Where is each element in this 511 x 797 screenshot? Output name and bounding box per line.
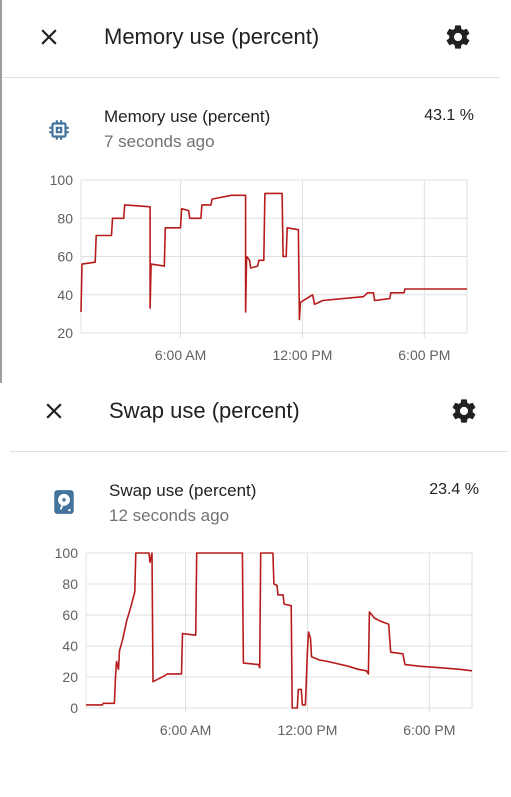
close-icon[interactable] (41, 398, 67, 424)
entity-state: 43.1 % (424, 107, 474, 124)
dialog-title: Swap use (percent) (109, 398, 300, 423)
y-tick-label: 40 (57, 287, 73, 303)
y-tick-label: 0 (70, 700, 78, 716)
swap-use-dialog: Swap use (percent) Swap use (percent) 12… (0, 383, 511, 797)
dialog-header: Memory use (percent) (2, 0, 502, 76)
y-tick-label: 80 (57, 210, 73, 226)
x-tick-label: 6:00 PM (398, 347, 450, 363)
swap-history-chart[interactable]: 100 80 60 40 20 0 6:00 AM 12:00 PM 6:00 PM (0, 540, 511, 745)
x-tick-label: 12:00 PM (277, 722, 337, 738)
memory-use-dialog: Memory use (percent) Memory use (percent… (0, 0, 502, 415)
last-changed: 12 seconds ago (109, 506, 230, 525)
entity-state: 23.4 % (429, 481, 479, 498)
y-tick-label: 60 (62, 607, 78, 623)
y-tick-label: 60 (57, 249, 73, 265)
header-divider (2, 77, 500, 78)
y-tick-label: 80 (62, 576, 78, 592)
y-tick-label: 20 (62, 669, 78, 685)
entity-name[interactable]: Swap use (percent) (109, 481, 257, 500)
x-tick-label: 6:00 AM (155, 347, 206, 363)
y-tick-label: 20 (57, 325, 73, 341)
x-tick-label: 12:00 PM (272, 347, 332, 363)
harddisk-icon (54, 490, 74, 514)
memory-history-chart[interactable]: 100 80 60 40 20 6:00 AM 12:00 PM 6:00 PM (2, 166, 502, 370)
dialog-title: Memory use (percent) (104, 24, 320, 49)
dialog-header: Swap use (percent) (0, 383, 511, 459)
close-icon[interactable] (36, 24, 62, 50)
header-divider (10, 451, 507, 452)
gear-icon[interactable] (450, 397, 478, 425)
last-changed: 7 seconds ago (104, 132, 215, 151)
y-tick-label: 100 (50, 172, 74, 188)
entity-name[interactable]: Memory use (percent) (104, 107, 271, 126)
x-tick-label: 6:00 AM (160, 722, 211, 738)
x-tick-label: 6:00 PM (403, 722, 455, 738)
memory-chip-icon (49, 120, 69, 140)
y-tick-label: 40 (62, 638, 78, 654)
gear-icon[interactable] (444, 23, 472, 51)
series-line[interactable] (80, 192, 467, 321)
y-tick-label: 100 (55, 545, 79, 561)
series-line[interactable] (86, 552, 473, 709)
